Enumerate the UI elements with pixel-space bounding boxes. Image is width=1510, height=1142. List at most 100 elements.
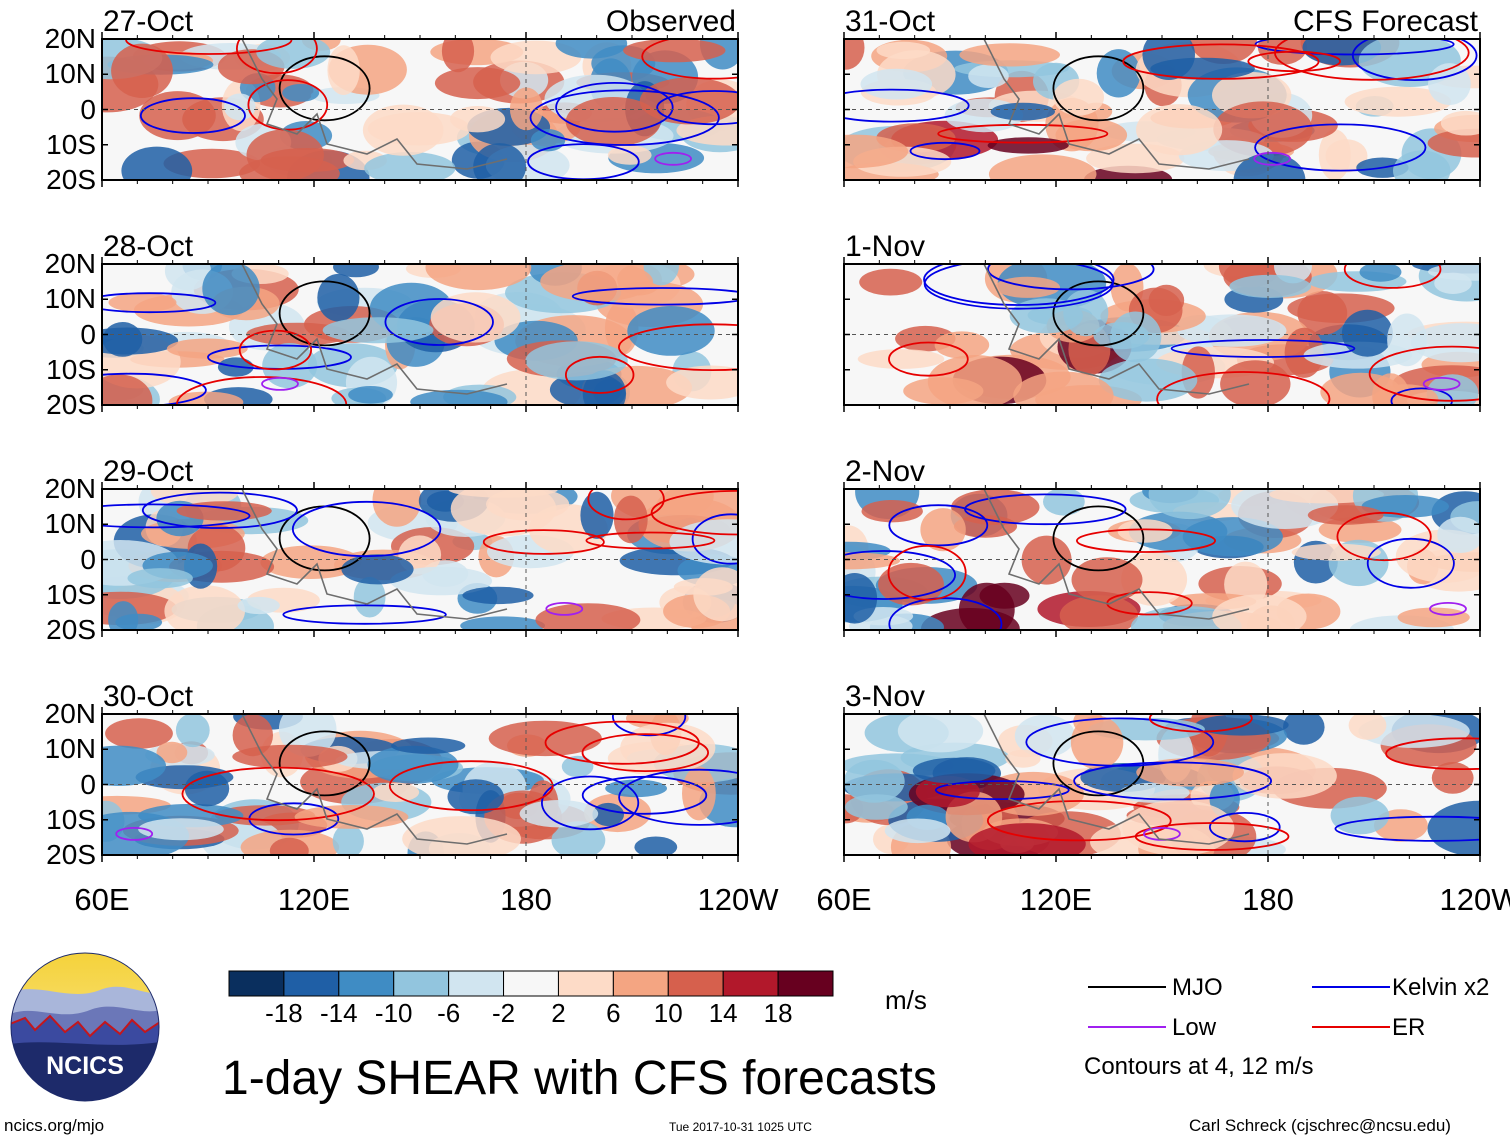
kelvin-contour [1025, 717, 1215, 767]
colorbar-tick-label: 6 [606, 998, 621, 1028]
shear-cell [988, 154, 1097, 180]
shear-cell [1348, 714, 1387, 740]
panel-31-Oct [843, 32, 1481, 187]
kelvin-contour [540, 775, 640, 831]
kelvin-contour [282, 604, 447, 625]
shear-cell [372, 782, 420, 802]
er-contour [986, 800, 1172, 842]
panel-date-label: 28-Oct [103, 230, 194, 263]
chart-panels [101, 32, 1481, 862]
kelvin-contour [555, 82, 674, 133]
panel-2-Nov [843, 482, 1481, 637]
shear-cell [669, 519, 738, 565]
x-tick-label: 180 [500, 882, 552, 917]
shear-cell [1344, 86, 1452, 117]
shear-cell [1325, 139, 1368, 173]
shear-cell [1096, 49, 1141, 98]
shear-cell [1427, 128, 1480, 158]
shear-cell [111, 43, 173, 98]
shear-cell [1053, 78, 1104, 116]
kelvin-contour [139, 97, 246, 134]
x-tick-label: 120W [1439, 882, 1510, 917]
shear-cell [282, 84, 320, 102]
shear-cell [987, 137, 1069, 154]
er-contour [587, 489, 665, 521]
shear-cell [912, 757, 996, 784]
coastline [241, 489, 508, 620]
shear-cell [959, 43, 1060, 67]
er-contour [618, 323, 738, 371]
kelvin-contour [909, 141, 981, 161]
kelvin-contour [844, 88, 970, 123]
colorbar-tick-label: -14 [320, 998, 358, 1028]
shear-cell [1136, 104, 1223, 156]
er-contour [581, 733, 709, 772]
panel-date-label: 30-Oct [103, 680, 194, 713]
shear-cell [580, 491, 614, 539]
colorbar-tick-label: 14 [708, 998, 738, 1028]
shear-cell [915, 775, 980, 808]
shear-cell [1440, 110, 1480, 136]
y-tick-label: 10S [46, 128, 96, 160]
er-contour [181, 766, 375, 822]
kelvin-contour [987, 264, 1155, 291]
kelvin-contour [102, 372, 207, 405]
er-contour [888, 341, 969, 377]
footer-center: Tue 2017-10-31 1025 UTC [669, 1120, 812, 1134]
shear-cell [1232, 753, 1337, 799]
er-contour [641, 39, 738, 80]
x-tick-label: 60E [74, 882, 130, 917]
shear-cell [156, 741, 188, 764]
shear-cell [1283, 714, 1325, 745]
coastline [983, 489, 1250, 620]
coastline [241, 264, 508, 395]
shear-field [102, 714, 738, 855]
er-contour [1336, 511, 1432, 562]
shear-cell [175, 714, 210, 748]
shear-cell [333, 264, 379, 278]
shear-cell [462, 586, 534, 605]
kelvin-contour [691, 513, 738, 565]
er-contour [236, 39, 318, 75]
coastline [983, 264, 1250, 395]
shear-cell [447, 779, 504, 815]
er-contour [482, 529, 605, 555]
er-contour [1247, 50, 1341, 73]
shear-cell [232, 744, 348, 769]
y-tick-label: 0 [80, 93, 96, 125]
shear-cell [1341, 309, 1393, 357]
colorbar-units: m/s [885, 985, 927, 1015]
y-tick-label: 0 [80, 543, 96, 575]
shear-cell [857, 349, 945, 369]
shear-field [857, 264, 1480, 405]
column-tag: CFS Forecast [1292, 5, 1478, 38]
shear-cell [927, 355, 1022, 405]
shear-cell [623, 39, 726, 63]
shear-cell [884, 818, 951, 844]
legend-kelvin-label: Kelvin x2 [1392, 974, 1490, 1001]
shear-field [102, 489, 738, 630]
shear-cell [934, 331, 990, 359]
shear-cell [364, 152, 456, 180]
er-contour [1274, 39, 1470, 81]
shear-cell [968, 64, 1009, 88]
shear-cell [1437, 516, 1480, 553]
shear-cell [1110, 311, 1162, 363]
y-tick-label: 10N [44, 508, 96, 540]
colorbar-swatch [667, 970, 724, 997]
colorbar-swatch [393, 970, 450, 997]
kelvin-contour [581, 775, 708, 815]
shear-cell [990, 102, 1055, 121]
shear-cell [441, 39, 475, 73]
shear-cell [353, 576, 386, 618]
panel-date-label: 3-Nov [845, 680, 926, 713]
kelvin-contour [1351, 39, 1478, 81]
kelvin-contour [141, 491, 298, 529]
er-contour [247, 79, 329, 131]
shear-cell [164, 585, 245, 630]
shear-cell [390, 566, 493, 596]
mjo-contour [278, 280, 371, 347]
shear-cell [1426, 374, 1479, 405]
shear-cell [1387, 313, 1427, 367]
kelvin-contour [291, 500, 442, 558]
